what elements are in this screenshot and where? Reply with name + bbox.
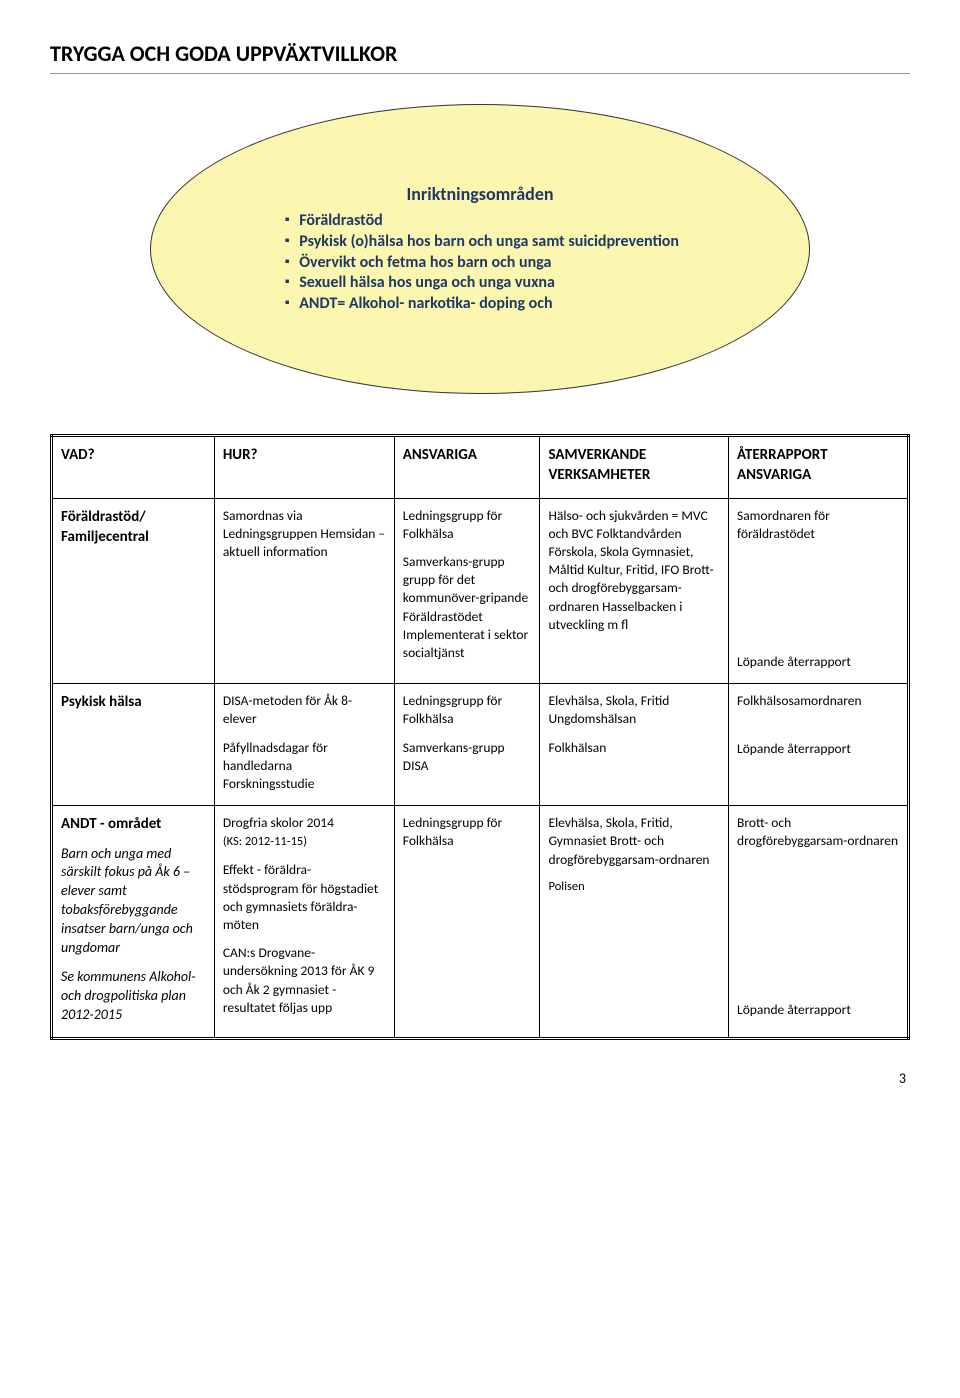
row-label: Familjecentral (61, 528, 149, 546)
cell-text: Effekt - föräldra-stödsprogram för högst… (223, 861, 386, 934)
cell-hur: Drogfria skolor 2014 (KS: 2012-11-15) Ef… (214, 806, 394, 1038)
cell-text: CAN:s Drogvane-undersökning 2013 för ÅK … (223, 944, 386, 1017)
table-row: ANDT - området Barn och unga med särskil… (52, 806, 909, 1038)
cell-text: Brott- och drogförebyggarsam-ordnaren (737, 814, 899, 850)
cell-text: DISA-metoden för Åk 8-elever (223, 692, 386, 728)
cell-samverkande: Hälso- och sjukvården = MVC och BVC Folk… (540, 498, 729, 684)
cell-text: Löpande återrapport (737, 740, 899, 758)
cell-text: Samordnaren för föräldrastödet (737, 507, 899, 543)
cell-samverkande: Elevhälsa, Skola, Fritid Ungdomshälsan F… (540, 684, 729, 806)
cell-hur: DISA-metoden för Åk 8-elever Påfyllnadsd… (214, 684, 394, 806)
header-aterrapport: ÅTERRAPPORT ANSVARIGA (729, 436, 909, 499)
cell-ansvariga: Ledningsgrupp för Folkhälsa Samverkans-g… (394, 498, 540, 684)
focus-item: ANDT= Alkohol- narkotika- doping och (295, 294, 679, 315)
cell-text: Elevhälsa, Skola, Fritid Ungdomshälsan (548, 692, 720, 728)
row-label: ANDT - området (61, 814, 206, 834)
cell-text: Ledningsgrupp för Folkhälsa (403, 814, 532, 850)
cell-ansvariga: Ledningsgrupp för Folkhälsa (394, 806, 540, 1038)
cell-text: Ledningsgrupp för Folkhälsa (403, 692, 532, 728)
cell-text: Folkhälsan (548, 739, 720, 757)
cell-text: Drogfria skolor 2014 (KS: 2012-11-15) (223, 814, 386, 851)
cell-aterrapport: Brott- och drogförebyggarsam-ordnaren Lö… (729, 806, 909, 1038)
cell-vad: Psykisk hälsa (52, 684, 215, 806)
focus-areas-ellipse: Inriktningsområden Föräldrastöd Psykisk … (150, 104, 810, 394)
cell-text: Ledningsgrupp för Folkhälsa (403, 507, 532, 543)
ellipse-heading: Inriktningsområden (406, 183, 553, 205)
cell-text: Samverkans-grupp DISA (403, 739, 532, 775)
cell-text: Hälso- och sjukvården = MVC och BVC Folk… (548, 507, 720, 635)
cell-text: Samverkans-grupp grupp för det kommunöve… (403, 553, 532, 662)
focus-areas-list: Föräldrastöd Psykisk (o)hälsa hos barn o… (281, 211, 679, 315)
focus-item: Psykisk (o)hälsa hos barn och unga samt … (295, 232, 679, 253)
cell-text: Samordnas via Ledningsgruppen Hemsidan –… (223, 507, 386, 562)
table-row: Föräldrastöd/ Familjecentral Samordnas v… (52, 498, 909, 684)
cell-text: Elevhälsa, Skola, Fritid, Gymnasiet Brot… (548, 814, 720, 869)
row-sublabel: Se kommunens Alkohol- och drogpolitiska … (61, 968, 206, 1025)
focus-item: Övervikt och fetma hos barn och unga (295, 253, 679, 274)
cell-text-main: Drogfria skolor 2014 (223, 814, 334, 831)
cell-aterrapport: Samordnaren för föräldrastödet Löpande å… (729, 498, 909, 684)
cell-text: Folkhälsosamordnaren (737, 692, 899, 710)
cell-hur: Samordnas via Ledningsgruppen Hemsidan –… (214, 498, 394, 684)
row-sublabel: Barn och unga med särskilt fokus på Åk 6… (61, 845, 206, 958)
page-title: TRYGGA OCH GODA UPPVÄXTVILLKOR (50, 40, 910, 74)
cell-samverkande: Elevhälsa, Skola, Fritid, Gymnasiet Brot… (540, 806, 729, 1038)
header-hur: HUR? (214, 436, 394, 499)
focus-item: Sexuell hälsa hos unga och unga vuxna (295, 273, 679, 294)
actions-table: VAD? HUR? ANSVARIGA SAMVERKANDE VERKSAMH… (50, 434, 910, 1040)
table-header-row: VAD? HUR? ANSVARIGA SAMVERKANDE VERKSAMH… (52, 436, 909, 499)
header-samverkande: SAMVERKANDE VERKSAMHETER (540, 436, 729, 499)
page-number: 3 (50, 1070, 910, 1087)
row-label: Psykisk hälsa (61, 692, 206, 712)
cell-vad: ANDT - området Barn och unga med särskil… (52, 806, 215, 1038)
ellipse-container: Inriktningsområden Föräldrastöd Psykisk … (50, 104, 910, 394)
header-ansvariga: ANSVARIGA (394, 436, 540, 499)
focus-item: Föräldrastöd (295, 211, 679, 232)
cell-text: Polisen (548, 879, 720, 896)
cell-vad: Föräldrastöd/ Familjecentral (52, 498, 215, 684)
cell-aterrapport: Folkhälsosamordnaren Löpande återrapport (729, 684, 909, 806)
table-row: Psykisk hälsa DISA-metoden för Åk 8-elev… (52, 684, 909, 806)
cell-text: Löpande återrapport (737, 653, 899, 671)
cell-text: Påfyllnadsdagar för handledarna Forsknin… (223, 739, 386, 794)
cell-text-small: (KS: 2012-11-15) (223, 834, 307, 849)
header-vad: VAD? (52, 436, 215, 499)
row-label: Föräldrastöd/ (61, 508, 146, 526)
cell-ansvariga: Ledningsgrupp för Folkhälsa Samverkans-g… (394, 684, 540, 806)
cell-text: Löpande återrapport (737, 1001, 899, 1019)
